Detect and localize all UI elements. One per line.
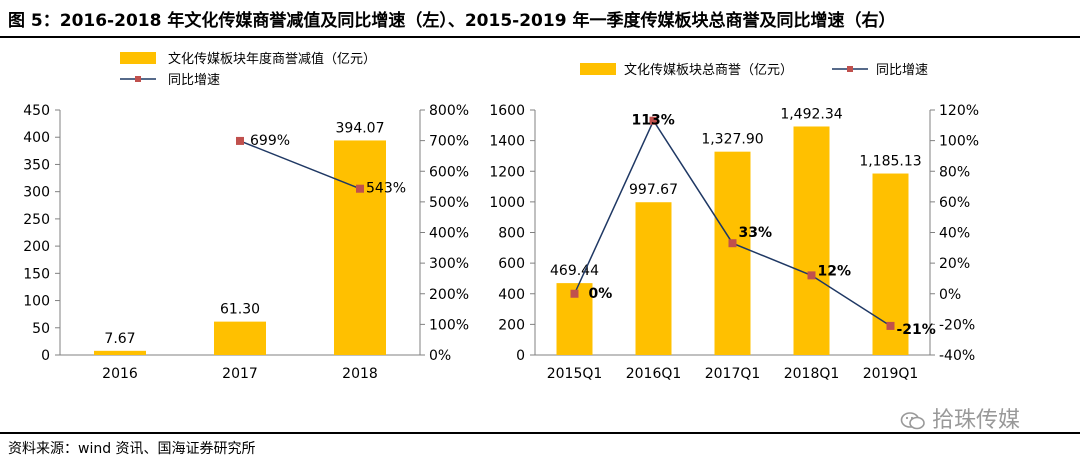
y-right-tick-label: 700%: [429, 134, 469, 150]
y-left-tick-label: 400: [498, 287, 525, 303]
growth-data-label: 33%: [739, 225, 773, 241]
x-tick-label: 2019Q1: [863, 366, 919, 382]
y-right-tick-label: 200%: [429, 287, 469, 303]
bar-data-label: 1,185.13: [859, 154, 921, 170]
y-right-tick-label: 600%: [429, 164, 469, 180]
x-tick-label: 2016Q1: [626, 366, 682, 382]
bar: [214, 321, 266, 355]
y-right-tick-label: 60%: [939, 195, 970, 211]
bar-data-label: 7.67: [104, 331, 135, 347]
growth-data-label: 0%: [589, 286, 613, 302]
bar: [793, 126, 830, 355]
bar-data-label: 997.67: [629, 182, 678, 198]
y-left-tick-label: 350: [23, 157, 50, 173]
y-right-tick-label: 500%: [429, 195, 469, 211]
y-left-tick-label: 200: [498, 317, 525, 333]
growth-marker: [807, 271, 816, 280]
y-left-tick-label: 0: [516, 348, 525, 364]
watermark-text: 拾珠传媒: [932, 408, 1021, 433]
y-left-tick-label: 250: [23, 212, 50, 228]
growth-data-label: 12%: [818, 263, 852, 279]
source-note: 资料来源：wind 资讯、国海证券研究所: [8, 441, 256, 457]
bar-data-label: 394.07: [336, 120, 385, 136]
growth-marker: [728, 239, 737, 248]
y-right-tick-label: 300%: [429, 256, 469, 272]
wechat-icon: [900, 412, 925, 430]
legend-bar-label: 文化传媒板块总商誉（亿元）: [624, 63, 793, 78]
bar: [94, 350, 146, 355]
legend-bar-swatch: [580, 63, 616, 75]
y-left-tick-label: 150: [23, 266, 50, 282]
bottom-rule: [0, 432, 1080, 434]
y-right-tick-label: 100%: [939, 134, 979, 150]
y-right-tick-label: -40%: [939, 348, 975, 364]
y-left-tick-label: 1600: [489, 103, 525, 119]
y-left-tick-label: 600: [498, 256, 525, 272]
y-left-tick-label: 800: [498, 226, 525, 242]
x-tick-label: 2018: [342, 366, 378, 382]
y-right-tick-label: 80%: [939, 164, 970, 180]
y-right-tick-label: 20%: [939, 256, 970, 272]
legend-bar-label: 文化传媒板块年度商誉减值（亿元）: [168, 51, 376, 67]
y-left-tick-label: 1000: [489, 195, 525, 211]
growth-marker: [356, 184, 364, 193]
y-right-tick-label: 40%: [939, 226, 970, 242]
y-left-tick-label: 300: [23, 185, 50, 201]
bar: [334, 140, 386, 355]
growth-marker: [570, 289, 579, 298]
growth-marker: [236, 136, 244, 145]
y-right-tick-label: 0%: [939, 287, 961, 303]
bar-data-label: 1,492.34: [780, 106, 842, 122]
growth-data-label: -21%: [897, 322, 936, 338]
y-right-tick-label: -20%: [939, 317, 975, 333]
chart-1: 0 50 100 150 200 250 300 350 400 450 0% 100% 200% 300…: [23, 51, 469, 382]
y-right-tick-label: 120%: [939, 103, 979, 119]
growth-data-label: 699%: [250, 133, 290, 149]
y-right-tick-label: 0%: [429, 348, 451, 364]
growth-data-label: 113%: [632, 113, 675, 129]
y-left-tick-label: 1200: [489, 164, 525, 180]
y-right-tick-label: 400%: [429, 226, 469, 242]
y-left-tick-label: 50: [32, 321, 50, 337]
top-rule: [0, 36, 1080, 38]
y-right-tick-label: 100%: [429, 317, 469, 333]
bar-data-label: 61.30: [220, 302, 260, 318]
y-left-tick-label: 400: [23, 130, 50, 146]
bar: [714, 151, 751, 355]
y-left-tick-label: 0: [41, 348, 50, 364]
bar: [635, 202, 672, 355]
growth-marker: [886, 321, 895, 330]
x-tick-label: 2017Q1: [705, 366, 761, 382]
growth-line: [239, 140, 361, 190]
bar-data-label: 469.44: [550, 263, 599, 279]
x-tick-label: 2016: [102, 366, 138, 382]
y-right-tick-label: 800%: [429, 103, 469, 119]
legend-line-marker: [135, 76, 141, 82]
watermark: 拾珠传媒: [900, 402, 1020, 434]
y-left-tick-label: 200: [23, 239, 50, 255]
x-tick-label: 2018Q1: [784, 366, 840, 382]
bar-data-label: 1,327.90: [701, 132, 763, 148]
x-tick-label: 2017: [222, 366, 258, 382]
y-left-tick-label: 100: [23, 294, 50, 310]
legend-line-label: 同比增速: [168, 73, 220, 88]
legend-line-label: 同比增速: [876, 63, 928, 78]
y-left-tick-label: 450: [23, 103, 50, 119]
chart-2: 0 200 400 600 800 1000 1200 1400 1600 -40% -20% 0% 2…: [489, 63, 979, 382]
growth-data-label: 543%: [366, 181, 406, 197]
y-left-tick-label: 1400: [489, 134, 525, 150]
growth-marker: [649, 116, 658, 125]
x-tick-label: 2015Q1: [547, 366, 603, 382]
legend-bar-swatch: [120, 52, 156, 64]
legend-line-marker: [847, 66, 853, 72]
figure-title: 图 5：2016-2018 年文化传媒商誉减值及同比增速（左）、2015-201…: [8, 11, 896, 31]
